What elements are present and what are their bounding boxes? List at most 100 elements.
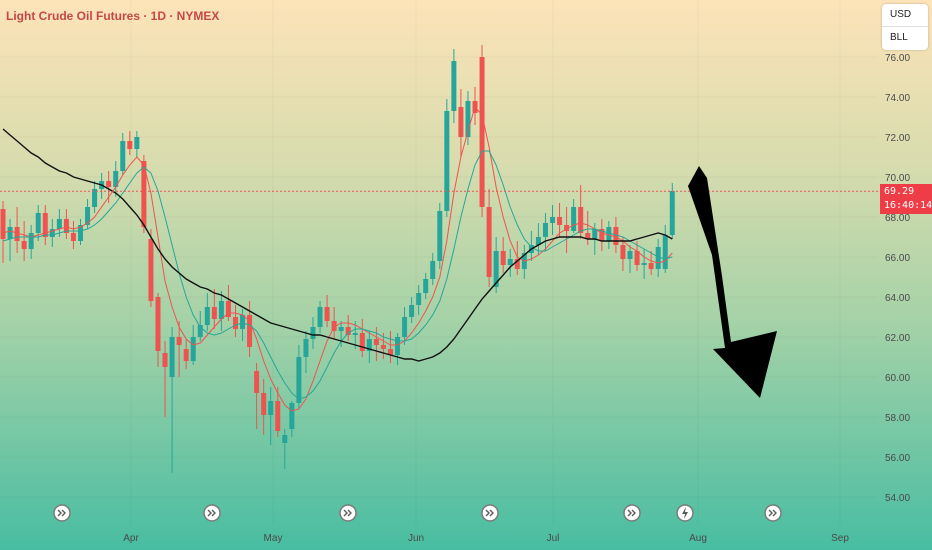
event-circle <box>481 504 499 522</box>
candle <box>218 291 224 331</box>
y-tick-label: 72.00 <box>885 133 910 144</box>
candle <box>169 327 175 473</box>
event-circle <box>623 504 641 522</box>
candle <box>620 237 626 271</box>
candle-body <box>648 263 654 269</box>
candle-body <box>430 261 436 279</box>
candle-body <box>204 307 210 325</box>
candle-body <box>409 305 415 317</box>
candle-body <box>92 189 98 207</box>
candle-body <box>380 345 386 349</box>
x-tick-label: Apr <box>123 533 139 544</box>
candle-body <box>416 293 422 305</box>
candle <box>155 293 161 367</box>
dividend-icon[interactable] <box>53 504 71 522</box>
candle-body <box>56 219 62 229</box>
unit-usd[interactable]: USD <box>890 9 912 20</box>
candle-body <box>77 225 83 241</box>
chart-title: Light Crude Oil Futures · 1D · NYMEX <box>6 9 220 23</box>
candle-body <box>338 327 344 331</box>
candle <box>0 201 6 263</box>
x-tick-label: Jul <box>547 533 560 544</box>
candle-body <box>514 259 520 269</box>
candle <box>641 249 647 279</box>
candle-body <box>70 233 76 241</box>
candle-body <box>225 301 231 317</box>
candle-body <box>183 349 189 361</box>
last-price-value: 69.29 <box>884 186 915 198</box>
candle-body <box>444 111 450 211</box>
chevron-glyph <box>768 509 777 517</box>
dividend-icon[interactable] <box>481 504 499 522</box>
candle-body <box>296 357 302 403</box>
candle-body <box>317 307 323 327</box>
candle <box>662 225 668 273</box>
candle-body <box>218 301 224 319</box>
candle-body <box>613 227 619 245</box>
candle-body <box>451 61 457 111</box>
candle-body <box>7 227 13 239</box>
event-circle <box>203 504 221 522</box>
candle <box>564 207 570 253</box>
candle-body <box>542 223 548 237</box>
candle <box>176 321 182 377</box>
candle-body <box>578 207 584 233</box>
candle <box>324 295 330 327</box>
y-tick-label: 60.00 <box>885 373 910 384</box>
candle-body <box>662 235 668 269</box>
dividend-icon[interactable] <box>623 504 641 522</box>
candle <box>56 209 62 237</box>
unit-divider <box>882 26 928 27</box>
candle-body <box>190 337 196 361</box>
candle-body <box>261 393 267 415</box>
candle-body <box>479 57 485 207</box>
candle <box>465 91 471 145</box>
candle <box>507 249 513 277</box>
lightning-icon[interactable] <box>676 504 694 522</box>
candle <box>42 205 48 245</box>
candle <box>437 203 443 269</box>
candle-body <box>49 229 55 237</box>
candle-body <box>303 339 309 357</box>
y-axis: 76.00 74.00 72.00 70.00 68.00 66.00 64.00 62.00… <box>885 53 910 504</box>
candle-body <box>197 325 203 337</box>
candle <box>430 253 436 285</box>
candle <box>634 241 640 271</box>
candle <box>127 131 133 155</box>
candle-body <box>106 181 112 187</box>
candle-body <box>423 279 429 293</box>
candle <box>204 293 210 331</box>
candle-body <box>359 333 365 351</box>
candle-body <box>21 241 27 249</box>
candle <box>296 345 302 409</box>
candle <box>211 289 217 329</box>
event-markers[interactable] <box>53 504 782 522</box>
candle-body <box>395 337 401 355</box>
candle-body <box>571 207 577 231</box>
candles <box>0 45 675 473</box>
candle-body <box>606 227 612 241</box>
candle-body <box>324 307 330 321</box>
unit-bll[interactable]: BLL <box>890 32 908 43</box>
candle <box>77 219 83 245</box>
candle-body <box>211 307 217 319</box>
dividend-icon[interactable] <box>764 504 782 522</box>
chevron-glyph <box>485 509 494 517</box>
candle <box>289 401 295 437</box>
candle-body <box>557 217 563 225</box>
candle <box>148 229 154 307</box>
candle <box>254 363 260 429</box>
candle <box>345 315 351 341</box>
unit-selector[interactable]: USD BLL <box>882 4 928 50</box>
candle <box>571 199 577 233</box>
y-tick-label: 66.00 <box>885 253 910 264</box>
candle <box>225 285 231 321</box>
down-arrow-annotation <box>688 166 777 398</box>
dividend-icon[interactable] <box>203 504 221 522</box>
candle-body <box>268 401 274 415</box>
y-tick-label: 70.00 <box>885 173 910 184</box>
moving-averages <box>2 105 673 412</box>
dividend-icon[interactable] <box>339 504 357 522</box>
